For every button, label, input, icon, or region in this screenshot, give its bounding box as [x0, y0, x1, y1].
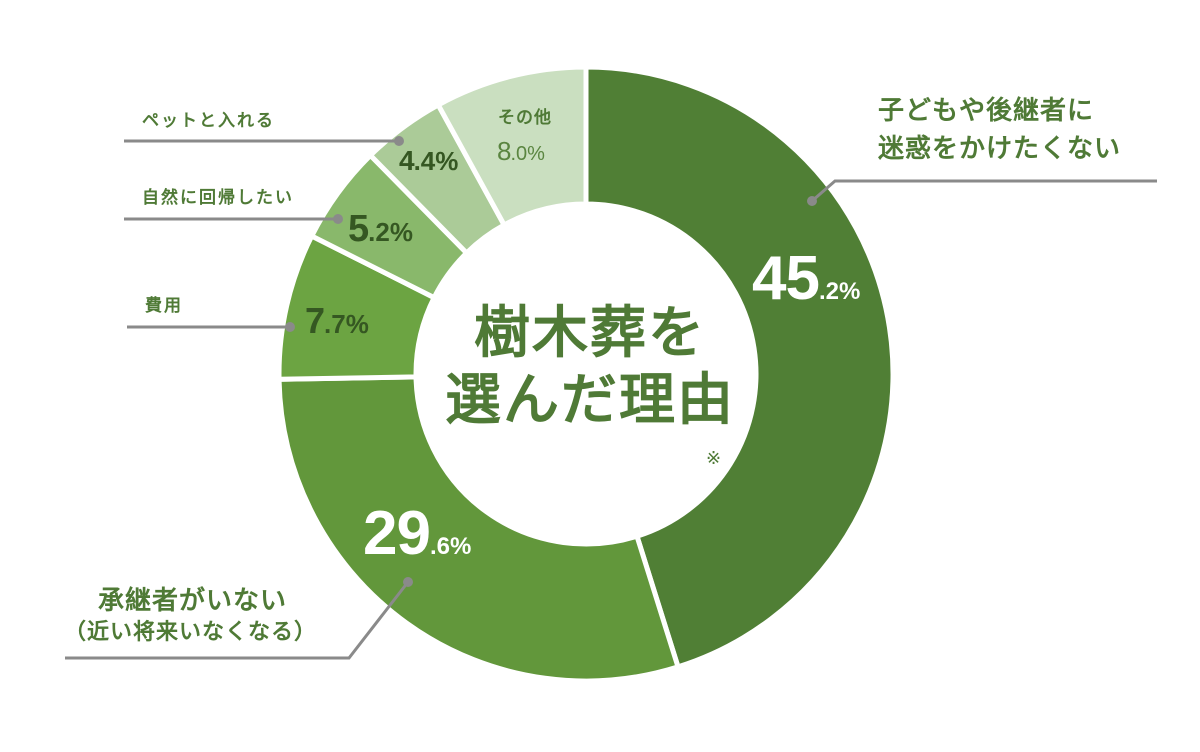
label-s0-line1: 子どもや後継者に	[878, 96, 1095, 126]
chart-title: 樹木葬を 選んだ理由	[440, 300, 740, 434]
percent-s1: 29.6%	[363, 503, 471, 565]
percent-s4-dec: .4%	[413, 146, 459, 176]
percent-s2-dec: .7%	[324, 309, 369, 339]
label-s5: その他	[498, 108, 552, 128]
percent-s1-dec: .6%	[429, 533, 472, 560]
label-s2: 費用	[145, 296, 183, 316]
percent-s0: 45.2%	[752, 248, 860, 310]
leader-dots	[285, 136, 817, 587]
label-s1-line2: （近い将来いなくなる）	[64, 620, 318, 645]
percent-s5-int: 8	[497, 136, 512, 166]
label-s3: 自然に回帰したい	[142, 188, 294, 208]
label-s4: ペットと入れる	[142, 111, 275, 131]
leader-line-s1	[65, 581, 410, 660]
leader-dot-s0	[807, 196, 817, 206]
label-s0-line2: 迷惑をかけたくない	[878, 134, 1122, 164]
donut-slice-0	[583, 64, 896, 671]
percent-s0-int: 45	[752, 244, 820, 313]
leader-line-s0	[811, 179, 1157, 203]
percent-s3: 5.2%	[348, 210, 413, 248]
percent-s1-int: 29	[363, 499, 431, 568]
donut-slice-5	[434, 64, 589, 229]
percent-s2-int: 7	[305, 300, 325, 341]
percent-s2: 7.7%	[305, 303, 369, 339]
leader-dot-s2	[285, 322, 295, 332]
percent-s4-int: 4	[399, 145, 415, 176]
leader-dot-s4	[394, 136, 404, 146]
leader-lines	[65, 139, 1157, 660]
chart-title-line2: 選んだ理由	[445, 368, 735, 434]
percent-s3-int: 5	[348, 208, 369, 250]
label-s1: 承継者がいない （近い将来いなくなる）	[64, 586, 317, 644]
leader-dot-s3	[333, 214, 343, 224]
title-note-mark: ※	[706, 448, 722, 469]
label-s1-line1: 承継者がいない	[98, 586, 288, 616]
label-s0: 子どもや後継者に 迷惑をかけたくない	[878, 98, 1121, 162]
percent-s0-dec: .2%	[818, 278, 861, 305]
donut-slice-1	[276, 374, 682, 684]
percent-s5-dec: .0%	[510, 143, 545, 165]
leader-dot-s1	[403, 577, 413, 587]
percent-s3-dec: .2%	[368, 217, 413, 247]
chart-title-line1: 樹木葬を	[474, 301, 706, 366]
percent-s4: 4.4%	[399, 147, 458, 175]
percent-s5: 8.0%	[497, 138, 545, 164]
